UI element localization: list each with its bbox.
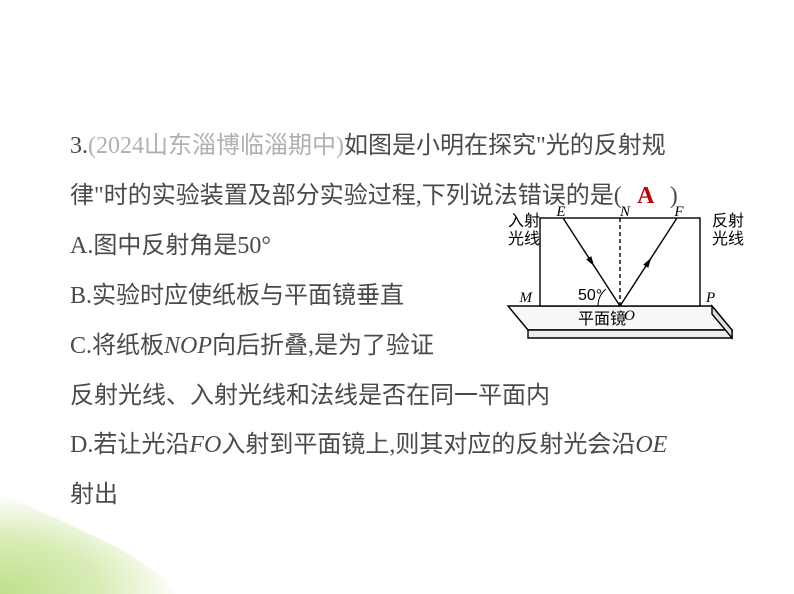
stem-line-1: 3.(2024山东淄博临淄期中)如图是小明在探究"光的反射规: [70, 122, 730, 172]
svg-text:光线: 光线: [712, 230, 744, 248]
option-c-tail: 向后折叠,是为了验证: [212, 333, 434, 359]
option-c-line2: 反射光线、入射光线和法线是否在同一平面内: [70, 372, 730, 422]
option-d-mid: 入射到平面镜上,则其对应的反射光会沿: [221, 432, 635, 458]
question-number: 3.: [70, 133, 88, 159]
svg-text:N: N: [619, 206, 631, 220]
svg-text:50°: 50°: [578, 287, 602, 304]
option-c-head: C.将纸板: [70, 333, 164, 359]
svg-text:光线: 光线: [508, 230, 540, 248]
option-d-italic1: FO: [189, 432, 221, 458]
svg-text:F: F: [673, 206, 684, 220]
option-c-line1: C.将纸板NOP向后折叠,是为了验证: [70, 322, 450, 372]
reflection-diagram: ENFMOP50°平面镜入射光线反射光线: [460, 206, 750, 346]
option-d-line1: D.若让光沿FO入射到平面镜上,则其对应的反射光会沿OE: [70, 421, 730, 471]
svg-text:平面镜: 平面镜: [578, 309, 626, 328]
stem-close: ): [670, 183, 678, 209]
option-c-italic: NOP: [164, 333, 212, 359]
option-d-head: D.若让光沿: [70, 432, 189, 458]
svg-text:M: M: [519, 290, 534, 306]
stem-text-2: 律"时的实验装置及部分实验过程,下列说法错误的是(: [70, 183, 622, 209]
svg-text:反射: 反射: [712, 212, 744, 230]
svg-text:P: P: [705, 290, 715, 306]
svg-text:E: E: [555, 206, 565, 220]
option-a: A.图中反射角是50°: [70, 222, 450, 272]
question-source: (2024山东淄博临淄期中): [88, 133, 344, 159]
option-b: B.实验时应使纸板与平面镜垂直: [70, 272, 450, 322]
stem-text-1: 如图是小明在探究"光的反射规: [344, 133, 666, 159]
option-d-line2: 射出: [70, 471, 730, 521]
option-d-italic2: OE: [635, 432, 667, 458]
svg-text:入射: 入射: [508, 212, 540, 230]
